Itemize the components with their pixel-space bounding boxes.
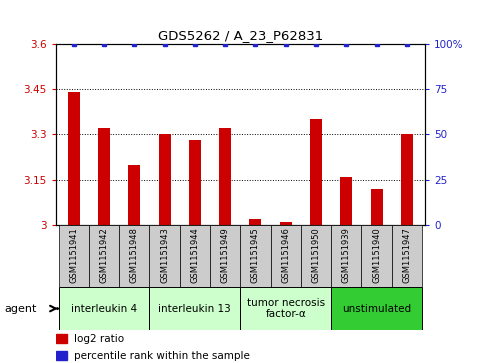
Bar [340, 177, 353, 225]
Bar [189, 140, 201, 225]
FancyBboxPatch shape [149, 225, 180, 287]
FancyBboxPatch shape [89, 225, 119, 287]
FancyBboxPatch shape [58, 225, 89, 287]
Text: percentile rank within the sample: percentile rank within the sample [74, 351, 250, 361]
Text: GSM1151946: GSM1151946 [281, 227, 290, 283]
Text: GSM1151945: GSM1151945 [251, 227, 260, 283]
Bar [68, 92, 80, 225]
FancyBboxPatch shape [119, 225, 149, 287]
FancyBboxPatch shape [210, 225, 241, 287]
Text: unstimulated: unstimulated [342, 303, 411, 314]
FancyBboxPatch shape [331, 225, 361, 287]
Title: GDS5262 / A_23_P62831: GDS5262 / A_23_P62831 [157, 29, 323, 42]
FancyBboxPatch shape [270, 225, 301, 287]
FancyBboxPatch shape [331, 287, 422, 330]
Text: GSM1151950: GSM1151950 [312, 227, 321, 283]
Bar [280, 222, 292, 225]
Text: GSM1151940: GSM1151940 [372, 227, 381, 283]
FancyBboxPatch shape [149, 287, 241, 330]
Text: tumor necrosis
factor-α: tumor necrosis factor-α [247, 298, 325, 319]
Text: GSM1151941: GSM1151941 [69, 227, 78, 283]
Text: GSM1151939: GSM1151939 [342, 227, 351, 283]
Bar [56, 334, 67, 343]
FancyBboxPatch shape [301, 225, 331, 287]
FancyBboxPatch shape [392, 225, 422, 287]
Text: log2 ratio: log2 ratio [74, 334, 124, 344]
Text: GSM1151949: GSM1151949 [221, 227, 229, 283]
Text: GSM1151943: GSM1151943 [160, 227, 169, 283]
FancyBboxPatch shape [180, 225, 210, 287]
Bar [249, 219, 261, 225]
Text: GSM1151942: GSM1151942 [99, 227, 109, 283]
Bar [128, 164, 141, 225]
Text: agent: agent [5, 303, 37, 314]
FancyBboxPatch shape [58, 287, 149, 330]
FancyBboxPatch shape [241, 225, 270, 287]
Bar [219, 128, 231, 225]
FancyBboxPatch shape [361, 225, 392, 287]
Text: interleukin 13: interleukin 13 [158, 303, 231, 314]
Bar [370, 189, 383, 225]
Bar [401, 134, 413, 225]
Text: GSM1151947: GSM1151947 [402, 227, 412, 283]
Text: interleukin 4: interleukin 4 [71, 303, 137, 314]
Text: GSM1151944: GSM1151944 [190, 227, 199, 283]
Bar [310, 119, 322, 225]
Text: GSM1151948: GSM1151948 [130, 227, 139, 283]
Bar [56, 351, 67, 360]
Bar [158, 134, 170, 225]
Bar [98, 128, 110, 225]
FancyBboxPatch shape [241, 287, 331, 330]
